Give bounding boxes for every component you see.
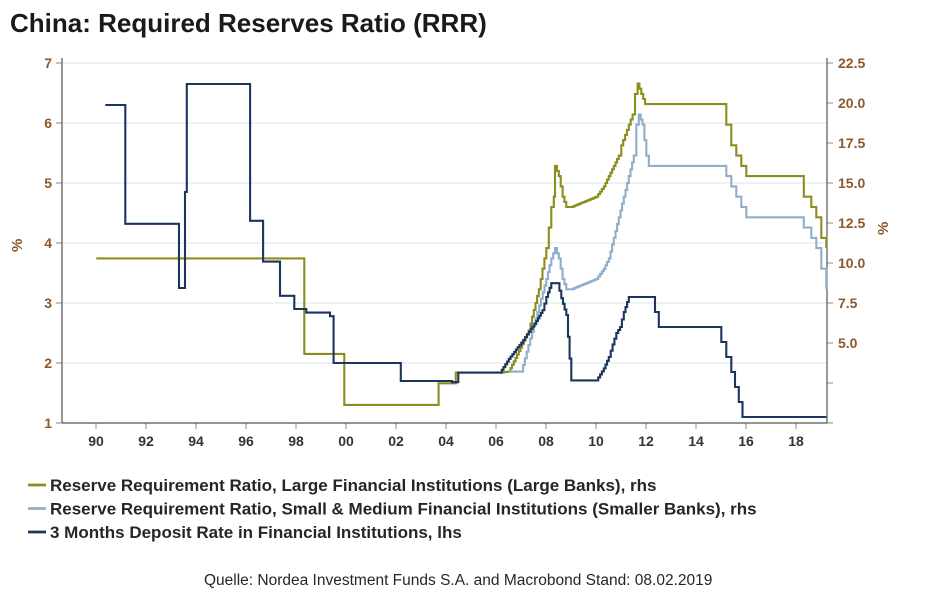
svg-text:20.0: 20.0 xyxy=(838,95,865,111)
svg-text:00: 00 xyxy=(338,433,354,449)
svg-text:7.5: 7.5 xyxy=(838,295,858,311)
svg-text:02: 02 xyxy=(388,433,404,449)
svg-text:22.5: 22.5 xyxy=(838,55,865,71)
svg-text:98: 98 xyxy=(288,433,304,449)
svg-text:6: 6 xyxy=(44,115,52,131)
svg-text:12.5: 12.5 xyxy=(838,215,865,231)
svg-text:Reserve Requirement Ratio, Lar: Reserve Requirement Ratio, Large Financi… xyxy=(50,476,656,495)
svg-text:14: 14 xyxy=(688,433,704,449)
svg-text:10: 10 xyxy=(588,433,604,449)
svg-text:2: 2 xyxy=(44,355,52,371)
svg-text:1: 1 xyxy=(44,415,52,431)
svg-text:12: 12 xyxy=(638,433,654,449)
svg-text:17.5: 17.5 xyxy=(838,135,865,151)
svg-text:5.0: 5.0 xyxy=(838,335,858,351)
svg-text:08: 08 xyxy=(538,433,554,449)
svg-text:10.0: 10.0 xyxy=(838,255,865,271)
svg-text:96: 96 xyxy=(238,433,254,449)
svg-text:04: 04 xyxy=(438,433,454,449)
svg-text:5: 5 xyxy=(44,175,52,191)
svg-text:92: 92 xyxy=(138,433,154,449)
svg-text:7: 7 xyxy=(44,55,52,71)
svg-text:16: 16 xyxy=(738,433,754,449)
svg-text:Quelle: Nordea Investment Fund: Quelle: Nordea Investment Funds S.A. and… xyxy=(204,572,712,589)
svg-text:3: 3 xyxy=(44,295,52,311)
svg-text:15.0: 15.0 xyxy=(838,175,865,191)
svg-text:%: % xyxy=(9,239,26,252)
svg-text:90: 90 xyxy=(88,433,104,449)
svg-text:%: % xyxy=(875,222,892,235)
svg-text:94: 94 xyxy=(188,433,204,449)
svg-text:Reserve Requirement Ratio, Sma: Reserve Requirement Ratio, Small & Mediu… xyxy=(50,500,757,519)
svg-text:18: 18 xyxy=(788,433,804,449)
svg-text:06: 06 xyxy=(488,433,504,449)
svg-text:3 Months Deposit Rate in Finan: 3 Months Deposit Rate in Financial Insti… xyxy=(50,523,462,542)
svg-text:4: 4 xyxy=(44,235,52,251)
